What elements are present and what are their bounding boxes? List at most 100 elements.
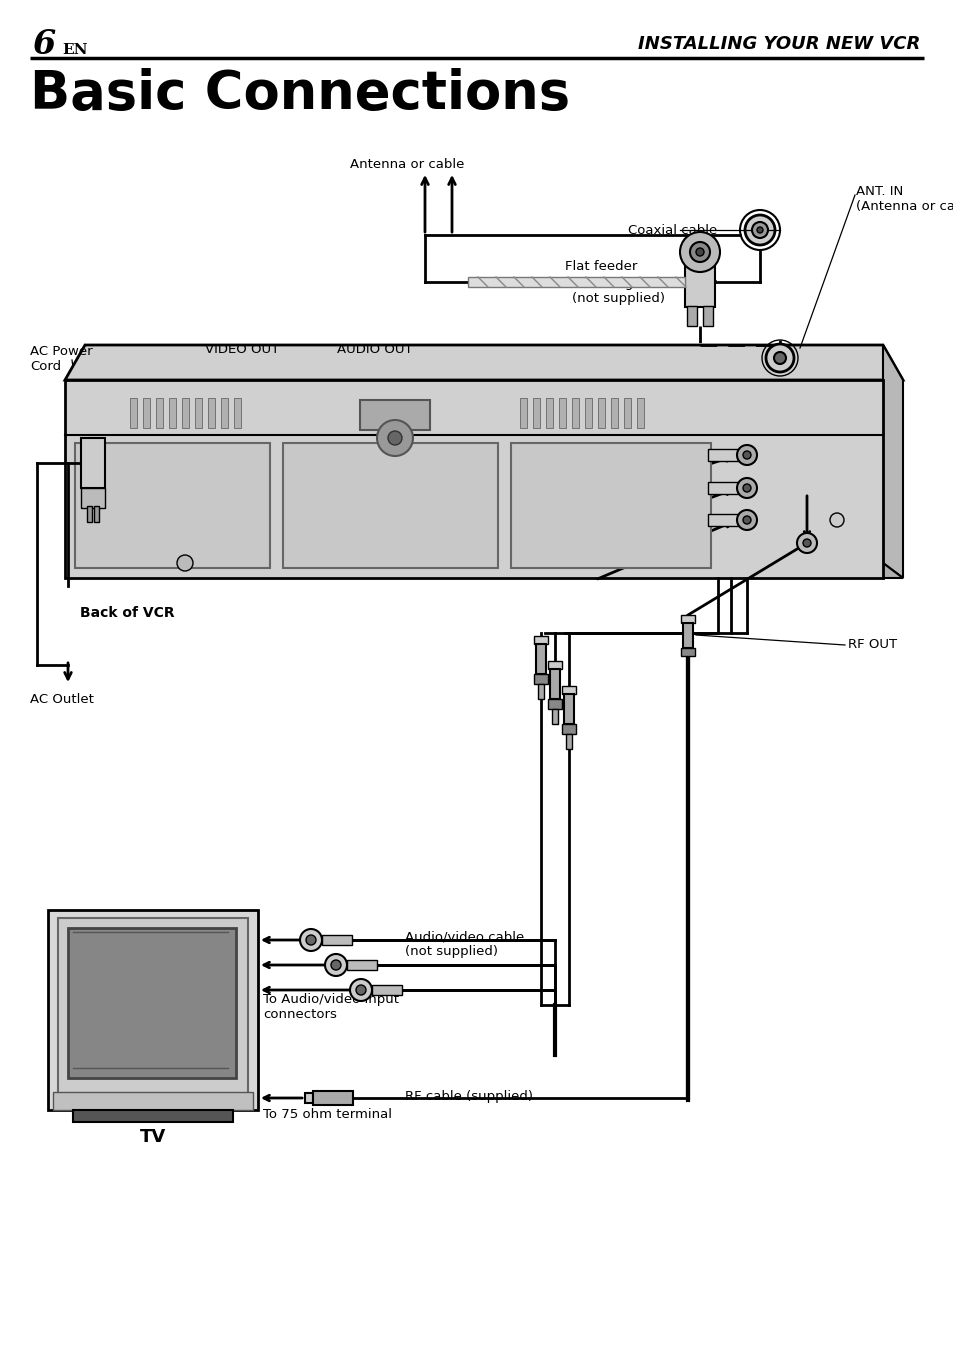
Circle shape	[355, 985, 366, 996]
Polygon shape	[65, 563, 902, 577]
Circle shape	[331, 960, 340, 970]
Circle shape	[796, 533, 816, 553]
Text: Antenna or cable: Antenna or cable	[350, 158, 464, 171]
Bar	[684, 264, 714, 308]
Bar	[359, 401, 430, 430]
Bar	[707, 514, 738, 526]
Circle shape	[737, 445, 757, 465]
Bar	[584, 398, 592, 428]
Bar	[598, 398, 604, 428]
Bar	[81, 438, 105, 488]
Bar	[58, 919, 248, 1095]
Text: VIDEO OUT: VIDEO OUT	[205, 343, 279, 356]
Bar	[558, 398, 565, 428]
Bar	[75, 442, 270, 568]
Bar	[182, 398, 189, 428]
Text: RF cable (supplied): RF cable (supplied)	[405, 1090, 533, 1103]
Bar	[511, 442, 710, 568]
Circle shape	[689, 241, 709, 262]
Text: Coaxial cable: Coaxial cable	[627, 224, 717, 237]
Circle shape	[765, 344, 793, 372]
Circle shape	[742, 517, 750, 523]
Bar	[707, 449, 738, 461]
Bar	[534, 674, 547, 684]
Bar	[610, 398, 618, 428]
Bar	[221, 398, 228, 428]
Circle shape	[376, 420, 413, 456]
Bar	[545, 398, 553, 428]
Text: RF OUT: RF OUT	[847, 638, 896, 652]
Bar	[372, 985, 401, 996]
Bar	[73, 1110, 233, 1122]
Text: AUDIO OUT: AUDIO OUT	[336, 343, 413, 356]
Bar	[533, 398, 539, 428]
Bar	[552, 710, 558, 724]
Text: Flat feeder: Flat feeder	[564, 260, 637, 272]
Bar	[81, 488, 105, 509]
Bar	[682, 623, 692, 648]
Text: 6: 6	[32, 27, 55, 61]
Circle shape	[737, 510, 757, 530]
Bar	[53, 1091, 253, 1110]
Circle shape	[737, 478, 757, 498]
Text: To 75 ohm terminal: To 75 ohm terminal	[263, 1108, 392, 1121]
Bar	[680, 648, 695, 656]
Bar	[707, 482, 738, 494]
Bar	[233, 398, 241, 428]
Polygon shape	[882, 345, 902, 577]
Text: Audio/video cable
(not supplied): Audio/video cable (not supplied)	[405, 929, 524, 958]
Bar	[550, 669, 559, 699]
Bar	[561, 687, 576, 693]
Polygon shape	[65, 345, 902, 380]
Circle shape	[350, 979, 372, 1001]
Text: To Audio/video input
connectors: To Audio/video input connectors	[263, 993, 398, 1021]
Bar	[94, 506, 99, 522]
Bar	[623, 398, 630, 428]
Bar	[572, 398, 578, 428]
Bar	[519, 398, 526, 428]
Bar	[156, 398, 163, 428]
Bar	[637, 398, 643, 428]
Circle shape	[802, 540, 810, 546]
Bar	[194, 398, 202, 428]
Circle shape	[744, 214, 774, 246]
Circle shape	[773, 352, 785, 364]
Bar	[547, 699, 561, 710]
Bar	[536, 643, 545, 674]
Text: AC Outlet: AC Outlet	[30, 693, 93, 706]
Text: Matching transformer
(not supplied): Matching transformer (not supplied)	[572, 277, 716, 305]
Bar	[322, 935, 352, 946]
Circle shape	[742, 451, 750, 459]
Text: INSTALLING YOUR NEW VCR: INSTALLING YOUR NEW VCR	[637, 35, 919, 53]
Circle shape	[757, 227, 762, 233]
Bar	[565, 734, 572, 749]
Bar	[534, 635, 547, 643]
Bar	[468, 277, 684, 287]
Circle shape	[829, 513, 843, 527]
Bar	[283, 442, 497, 568]
Circle shape	[299, 929, 322, 951]
Text: Back of VCR: Back of VCR	[80, 606, 174, 621]
Text: AC Power
Cord: AC Power Cord	[30, 345, 92, 374]
Circle shape	[306, 935, 315, 946]
Bar	[313, 1091, 353, 1105]
Bar	[537, 684, 543, 699]
Circle shape	[742, 484, 750, 492]
Bar	[686, 306, 697, 326]
Circle shape	[177, 554, 193, 571]
Text: ANT. IN
(Antenna or cable input): ANT. IN (Antenna or cable input)	[855, 185, 953, 213]
Bar	[547, 661, 561, 669]
Bar	[305, 1093, 313, 1103]
Text: Basic Connections: Basic Connections	[30, 67, 570, 120]
Bar	[563, 693, 574, 724]
Bar	[702, 306, 712, 326]
Bar	[561, 724, 576, 734]
Bar	[87, 506, 91, 522]
Bar	[347, 960, 376, 970]
Text: EN: EN	[62, 43, 88, 57]
Bar	[68, 928, 235, 1078]
Bar	[169, 398, 175, 428]
Circle shape	[679, 232, 720, 272]
Bar	[143, 398, 150, 428]
Bar	[65, 380, 882, 577]
